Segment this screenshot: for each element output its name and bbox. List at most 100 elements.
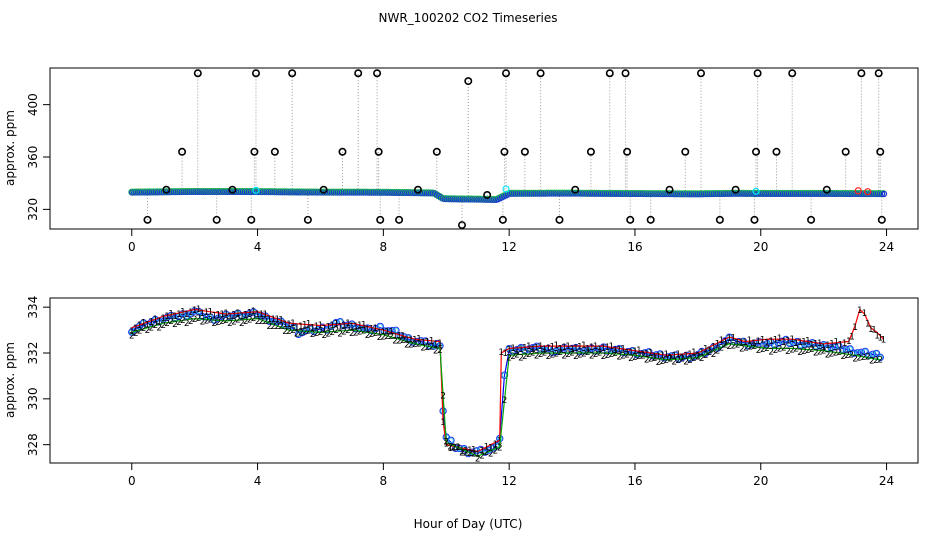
filtered-point-green: 2 <box>278 322 284 332</box>
filtered-point-blue <box>332 318 340 327</box>
raw-spike-point <box>338 147 347 156</box>
filtered-point-green: 2 <box>656 358 662 368</box>
raw-spike-point <box>319 185 328 194</box>
filtered-point-cyan <box>847 346 853 352</box>
filtered-point-green: 2 <box>691 354 697 364</box>
filtered-point-green: 2 <box>877 356 883 366</box>
filtered-point-cyan <box>668 353 675 359</box>
raw-spike-point <box>520 147 529 156</box>
filtered-point-red: 1 <box>557 345 563 355</box>
filtered-point-green: 2 <box>518 353 524 363</box>
raw-spike-point <box>250 147 259 156</box>
filtered-point-cyan <box>794 338 800 345</box>
filtered-point-cyan <box>299 329 305 336</box>
raw-spike-point <box>772 147 781 156</box>
filtered-point-cyan <box>828 345 834 351</box>
filtered-point-green: 2 <box>703 351 709 361</box>
filtered-point-cyan <box>813 343 819 350</box>
filtered-x-tick-label: 4 <box>254 474 262 488</box>
filtered-point-green: 2 <box>484 448 490 458</box>
filtered-point-green: 2 <box>660 357 666 367</box>
filtered-point-green: 2 <box>133 329 139 339</box>
filtered-point-blue <box>793 337 801 346</box>
filtered-point-green: 2 <box>821 346 827 356</box>
filtered-point-red: 1 <box>821 343 827 353</box>
filtered-point-green: 2 <box>667 355 673 365</box>
filtered-point-red: 1 <box>298 322 304 332</box>
filtered-point-green: 2 <box>349 329 355 339</box>
raw-spike-point <box>413 185 422 194</box>
filtered-point-green: 2 <box>137 326 143 336</box>
filtered-point-red: 1 <box>369 325 375 335</box>
filtered-point-green: 2 <box>723 340 729 350</box>
filtered-point-green: 2 <box>361 327 367 337</box>
filtered-point-blue <box>190 307 199 315</box>
raw-spike-point <box>212 215 221 224</box>
filtered-point-red: 1 <box>703 345 709 355</box>
filtered-point-blue <box>352 325 360 333</box>
filtered-point-red: 1 <box>522 344 528 354</box>
filtered-point-red: 1 <box>172 312 178 322</box>
filtered-point-cyan <box>585 347 591 353</box>
filtered-point-red: 1 <box>687 350 693 360</box>
filtered-point-green: 2 <box>416 340 422 350</box>
filtered-point-blue <box>242 311 250 319</box>
filtered-point-cyan <box>254 312 261 319</box>
filtered-point-blue <box>831 343 839 351</box>
filtered-point-green: 2 <box>756 346 762 356</box>
filtered-point-green: 2 <box>597 349 603 359</box>
filtered-point-blue <box>827 344 835 352</box>
filtered-point-green: 2 <box>601 352 607 362</box>
filtered-point-blue <box>865 351 873 359</box>
filtered-point-blue <box>525 345 533 353</box>
filtered-point-green: 2 <box>620 351 626 361</box>
filtered-point-green: 2 <box>184 319 190 329</box>
filtered-point-red: 1 <box>310 323 316 333</box>
filtered-point-green: 2 <box>873 356 879 366</box>
raw-spike-point <box>374 147 383 156</box>
raw-spike-point <box>303 215 312 224</box>
filtered-point-red: 1 <box>601 344 607 354</box>
filtered-point-red: 1 <box>730 334 736 344</box>
filtered-point-red: 1 <box>145 320 151 330</box>
filtered-point-red: 1 <box>726 334 732 344</box>
filtered-point-red: 1 <box>793 339 799 349</box>
raw-spike-point <box>841 147 850 156</box>
filtered-point-cyan <box>195 308 202 315</box>
filtered-point-green: 2 <box>467 449 473 459</box>
filtered-x-tick-label: 16 <box>627 474 642 488</box>
filtered-point-red: 1 <box>384 328 390 338</box>
filtered-point-green: 2 <box>581 349 587 359</box>
raw-spike-point <box>857 69 866 78</box>
filtered-point-green: 2 <box>743 344 749 354</box>
filtered-point-red: 1 <box>467 446 473 456</box>
filtered-point-green: 2 <box>801 347 807 357</box>
filtered-y-tick-label: 332 <box>26 342 40 365</box>
filtered-point-red: 1 <box>644 349 650 359</box>
filtered-x-tick-label: 24 <box>879 474 894 488</box>
raw-marks <box>128 69 888 230</box>
filtered-point-green: 2 <box>345 326 351 336</box>
filtered-point-red: 1 <box>760 335 766 345</box>
filtered-point-red: 1 <box>825 341 831 351</box>
filtered-point-green: 2 <box>176 318 182 328</box>
filtered-point-red: 1 <box>459 447 465 457</box>
filtered-point-red: 1 <box>671 352 677 362</box>
raw-y-axis-label: approx. ppm <box>3 110 17 186</box>
filtered-point-red: 1 <box>380 328 386 338</box>
filtered-point-green: 2 <box>282 327 288 337</box>
filtered-point-red: 1 <box>433 340 439 350</box>
raw-y-tick-label: 320 <box>26 198 40 221</box>
filtered-point-green: 2 <box>609 350 615 360</box>
filtered-point-red: 1 <box>550 342 556 352</box>
filtered-point-green: 2 <box>648 355 654 365</box>
filtered-line-green <box>131 317 881 457</box>
filtered-point-green: 2 <box>569 349 575 359</box>
filtered-point-red: 1 <box>609 342 615 352</box>
filtered-x-tick-label: 0 <box>128 474 136 488</box>
filtered-point-red: 1 <box>526 342 532 352</box>
filtered-point-red: 1 <box>707 346 713 356</box>
filtered-point-red: 1 <box>675 350 681 360</box>
filtered-point-red: 1 <box>833 338 839 348</box>
filtered-point-cyan <box>843 346 849 352</box>
